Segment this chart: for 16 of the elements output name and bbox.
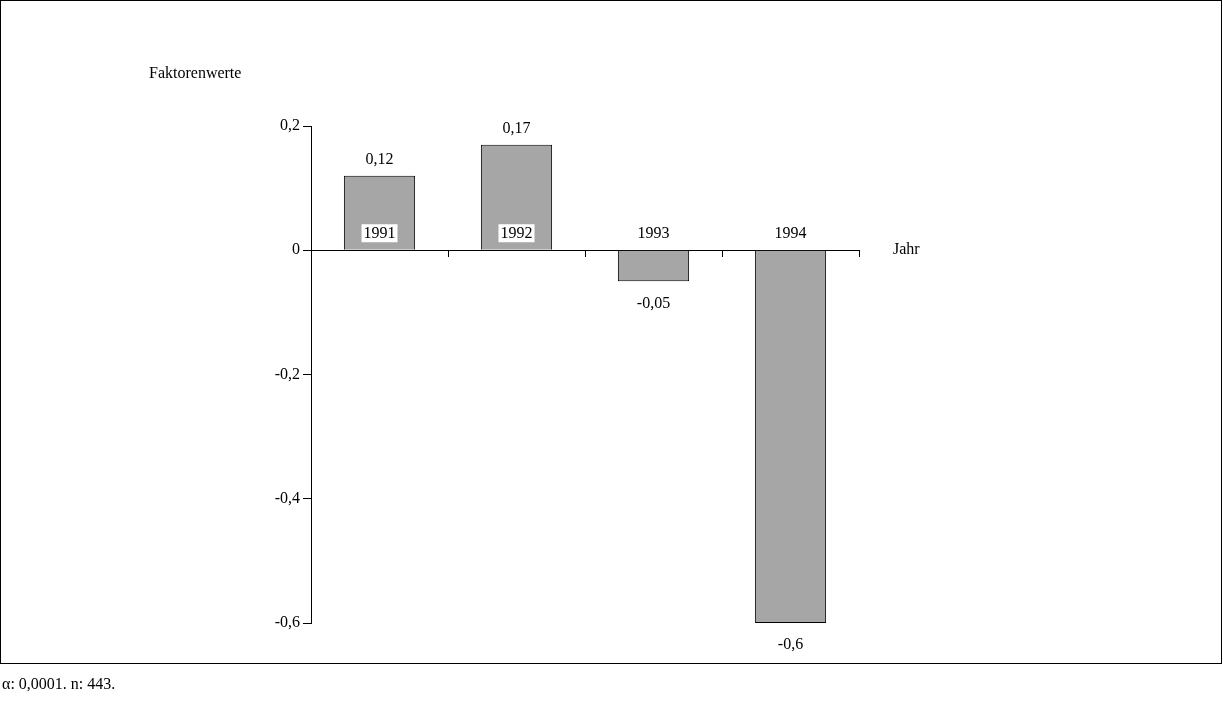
y-tick-label: 0 bbox=[292, 240, 300, 258]
data-label: -0,05 bbox=[636, 293, 671, 311]
x-axis-title: Jahr bbox=[893, 240, 921, 258]
y-axis-title: Faktorenwerte bbox=[149, 64, 242, 82]
x-tick-label: 1993 bbox=[637, 224, 670, 242]
y-tick-label: -0,2 bbox=[274, 364, 300, 382]
y-tick-label: -0,6 bbox=[274, 613, 300, 631]
text: α: 0,0001. n: 443. bbox=[2, 675, 116, 693]
data-label: 0,12 bbox=[365, 149, 394, 167]
data-label: 0,17 bbox=[502, 118, 531, 136]
x-tick-label: 1994 bbox=[774, 224, 807, 242]
data-label: -0,6 bbox=[777, 635, 804, 653]
y-tick-label: 0,2 bbox=[280, 116, 300, 134]
x-tick-label: 1992 bbox=[500, 224, 533, 242]
y-tick-label: -0,4 bbox=[274, 488, 300, 506]
x-tick-label: 1991 bbox=[363, 224, 396, 242]
